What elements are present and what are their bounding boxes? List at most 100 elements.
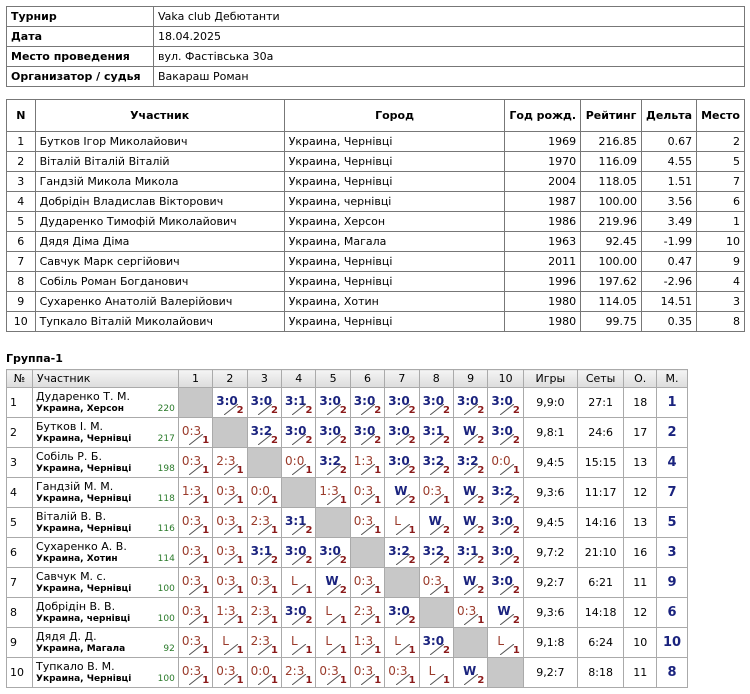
result-points: 2 bbox=[408, 465, 416, 476]
slash-line bbox=[326, 494, 341, 505]
slash-line bbox=[292, 464, 307, 475]
result-cell: 3:2 2 bbox=[418, 537, 454, 568]
result-score: 1:3 bbox=[216, 604, 236, 618]
slash-line bbox=[464, 614, 479, 625]
slash-line bbox=[258, 674, 273, 685]
slash bbox=[258, 674, 273, 685]
points: 16 bbox=[623, 537, 658, 568]
participant-row: 2 Віталій Віталій Віталій Украина, Чернівц… bbox=[6, 151, 745, 172]
info-value: Вакараш Роман bbox=[153, 66, 745, 87]
games: 9,3:6 bbox=[522, 597, 578, 628]
slash bbox=[223, 584, 238, 595]
slash bbox=[189, 614, 204, 625]
slash bbox=[499, 494, 514, 505]
player-cell: Добрідін В. В. Украина, чернівці 100 bbox=[32, 597, 179, 628]
participant-cell: 4 bbox=[696, 271, 745, 292]
result-cell: 3:0 2 bbox=[384, 387, 420, 418]
result-cell: 3:2 2 bbox=[384, 537, 420, 568]
slash-line bbox=[395, 614, 410, 625]
result-cell: 3:0 2 bbox=[246, 387, 283, 418]
slash bbox=[292, 614, 307, 625]
slash bbox=[292, 644, 307, 655]
result-points: 2 bbox=[512, 555, 520, 566]
slash-line bbox=[499, 464, 514, 475]
player-name: Віталій В. В. bbox=[36, 509, 107, 523]
result-points: 2 bbox=[339, 585, 347, 596]
slash bbox=[292, 434, 307, 445]
player-name: Бутков І. М. bbox=[36, 419, 104, 433]
player-cell: Собіль Р. Б. Украина, Чернівці 198 bbox=[32, 447, 179, 478]
result-cell: 3:0 2 bbox=[487, 567, 524, 598]
slash bbox=[499, 524, 514, 535]
slash-line bbox=[292, 434, 307, 445]
result-cell: 3:0 2 bbox=[487, 387, 524, 418]
player-name: Тупкало В. М. bbox=[36, 659, 115, 673]
slash-line bbox=[189, 584, 204, 595]
result-cell: 0:3 1 bbox=[177, 657, 214, 688]
slash-line bbox=[189, 674, 204, 685]
participant-cell: 7 bbox=[6, 251, 36, 272]
participant-cell: 219.96 bbox=[580, 211, 643, 232]
participant-cell: 197.62 bbox=[580, 271, 643, 292]
result-points: 2 bbox=[374, 405, 382, 416]
result-score: 0:3 bbox=[353, 514, 374, 528]
result-cell: 0:3 1 bbox=[212, 507, 248, 538]
result-score: 3:1 bbox=[250, 544, 273, 558]
player-cell: Бутков І. М. Украина, Чернівці 217 bbox=[32, 417, 179, 448]
result-score: 3:0 bbox=[388, 454, 410, 468]
slash-line bbox=[429, 644, 444, 655]
result-points: 1 bbox=[408, 525, 416, 536]
header-cell: Рейтинг bbox=[580, 99, 643, 132]
slash-line bbox=[258, 614, 273, 625]
result-points: 1 bbox=[443, 585, 450, 596]
diagonal-cell bbox=[212, 417, 248, 448]
games: 9,2:7 bbox=[522, 567, 578, 598]
place: 2 bbox=[656, 417, 688, 448]
participant-cell: Сухаренко Анатолій Валерійович bbox=[34, 291, 285, 312]
slash-line bbox=[189, 434, 204, 445]
slash bbox=[292, 464, 307, 475]
participant-row: 3 Гандзій Микола Микола Украина, Чернівці 2… bbox=[6, 171, 745, 192]
result-score: 0:3 bbox=[216, 544, 236, 558]
slash bbox=[292, 674, 307, 685]
slash bbox=[292, 404, 307, 415]
header-cell: Дельта bbox=[641, 99, 698, 132]
player-rating: 100 bbox=[157, 613, 175, 624]
slash bbox=[258, 644, 273, 655]
result-score: 3:0 bbox=[491, 574, 513, 588]
slash bbox=[395, 644, 410, 655]
result-cell: 3:0 2 bbox=[384, 597, 420, 628]
result-points: 2 bbox=[512, 525, 520, 536]
player-info: Украина, Херсон 220 bbox=[36, 403, 175, 416]
result-score: 0:3 bbox=[181, 454, 202, 468]
games: 9,4:5 bbox=[522, 447, 578, 478]
result-cell: 3:0 2 bbox=[349, 417, 386, 448]
group-row: 8 Добрідін В. В. Украина, чернівці 100 0:3 1 1… bbox=[5, 597, 688, 628]
header-cell: 3 bbox=[246, 369, 283, 388]
result-cell: 0:3 1 bbox=[349, 477, 386, 508]
diagonal-cell bbox=[246, 447, 283, 478]
slash-line bbox=[258, 434, 273, 445]
participant-cell: 4 bbox=[6, 191, 36, 212]
sets: 14:16 bbox=[576, 507, 625, 538]
slash-line bbox=[429, 524, 444, 535]
slash bbox=[464, 524, 479, 535]
slash bbox=[429, 434, 444, 445]
participant-cell: 216.85 bbox=[580, 131, 643, 152]
slash bbox=[464, 554, 479, 565]
player-info: Украина, Чернівці 116 bbox=[36, 523, 175, 536]
slash-line bbox=[499, 614, 514, 625]
slash bbox=[223, 554, 238, 565]
slash-line bbox=[326, 554, 341, 565]
result-points: 1 bbox=[236, 645, 244, 656]
slash bbox=[429, 494, 444, 505]
result-score: W bbox=[325, 574, 339, 588]
slash bbox=[223, 674, 238, 685]
slash bbox=[429, 464, 444, 475]
result-cell: 0:3 1 bbox=[212, 567, 248, 598]
slash bbox=[499, 554, 514, 565]
